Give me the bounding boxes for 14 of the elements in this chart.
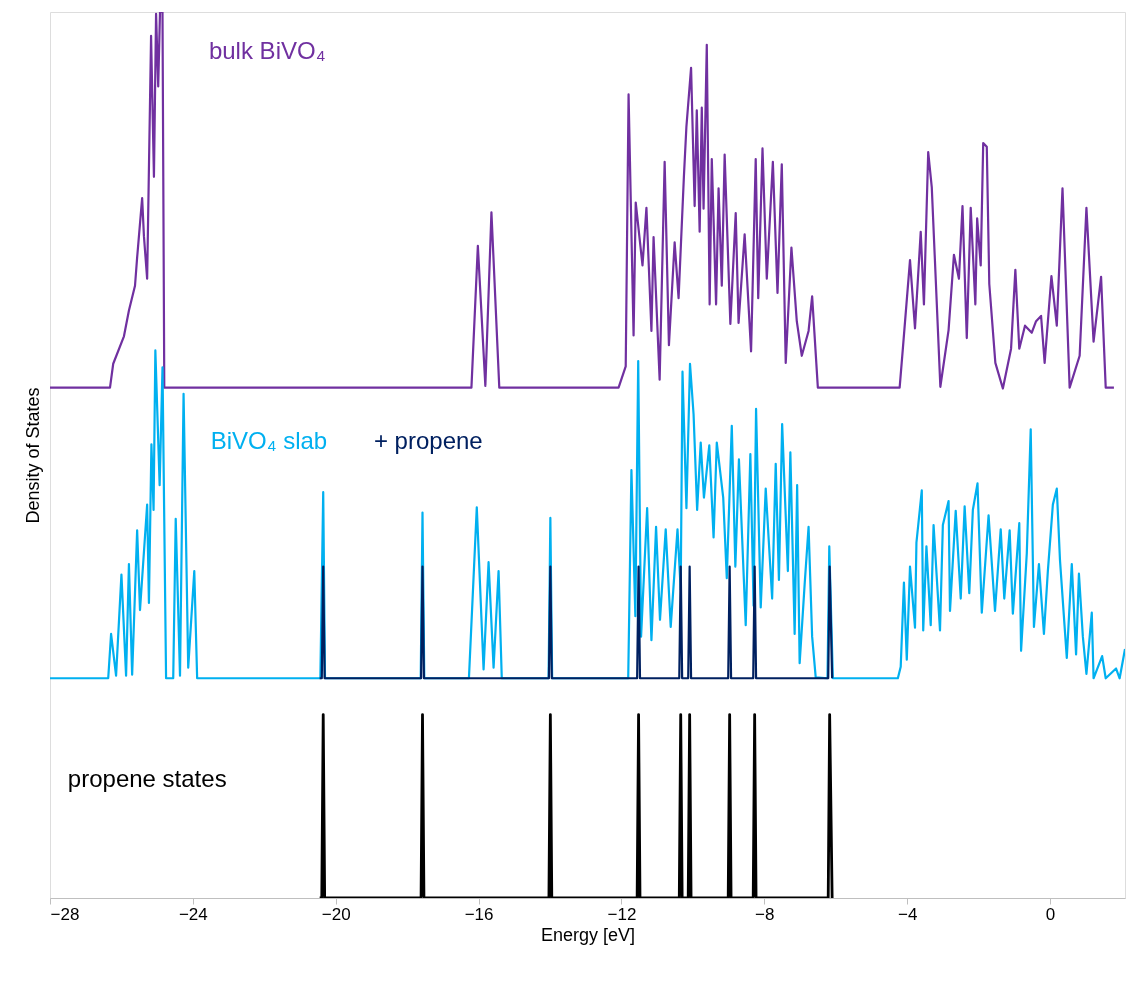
x-tick-label: −4 xyxy=(897,904,918,924)
x-tick-label: −8 xyxy=(755,904,775,924)
x-tick-label: −24 xyxy=(178,904,208,924)
series-label: bulk BiVO₄ xyxy=(208,36,326,64)
text: + propene xyxy=(373,426,483,454)
series-label: BiVO₄ slab xyxy=(210,426,328,454)
x-tick-label: 0 xyxy=(1045,904,1056,924)
x-tick-label: −28 xyxy=(50,904,80,924)
x-axis-title: Energy [eV] xyxy=(540,924,636,945)
x-tick-label: −12 xyxy=(607,904,637,924)
x-tick-label: −20 xyxy=(321,904,351,924)
x-tick-label: −16 xyxy=(464,904,494,924)
y-axis-title: Density of States xyxy=(22,387,43,524)
text: propene states xyxy=(67,765,227,793)
